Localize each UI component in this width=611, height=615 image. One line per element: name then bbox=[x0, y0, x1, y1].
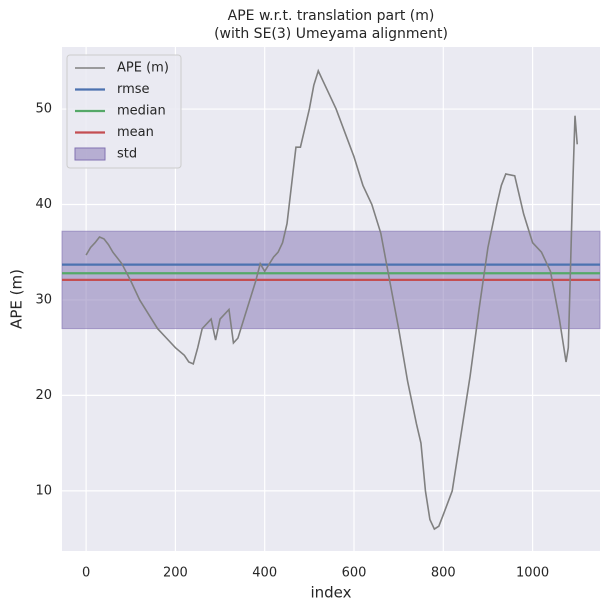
y-tick-label: 20 bbox=[35, 388, 52, 403]
x-tick-label: 200 bbox=[163, 566, 188, 581]
legend-label: rmse bbox=[117, 82, 150, 97]
y-tick-label: 30 bbox=[35, 292, 52, 307]
legend-label: std bbox=[117, 147, 137, 162]
y-axis-label: APE (m) bbox=[8, 269, 26, 329]
chart-title: APE w.r.t. translation part (m) bbox=[228, 8, 435, 24]
legend-label: mean bbox=[117, 125, 154, 140]
legend-box bbox=[66, 54, 182, 169]
legend-label: APE (m) bbox=[117, 61, 169, 76]
chart-subtitle: (with SE(3) Umeyama alignment) bbox=[214, 26, 448, 42]
y-tick-label: 40 bbox=[35, 197, 52, 212]
x-axis-label: index bbox=[310, 584, 351, 602]
x-tick-label: 800 bbox=[431, 566, 456, 581]
ape-line bbox=[85, 68, 579, 531]
y-tick-label: 50 bbox=[35, 102, 52, 117]
x-tick-label: 1000 bbox=[516, 566, 549, 581]
legend-label: median bbox=[117, 104, 166, 119]
x-tick-label: 600 bbox=[342, 566, 367, 581]
x-tick-label: 0 bbox=[82, 566, 90, 581]
legend-swatch bbox=[74, 147, 106, 161]
x-tick-label: 400 bbox=[252, 566, 277, 581]
y-tick-label: 10 bbox=[35, 483, 52, 498]
